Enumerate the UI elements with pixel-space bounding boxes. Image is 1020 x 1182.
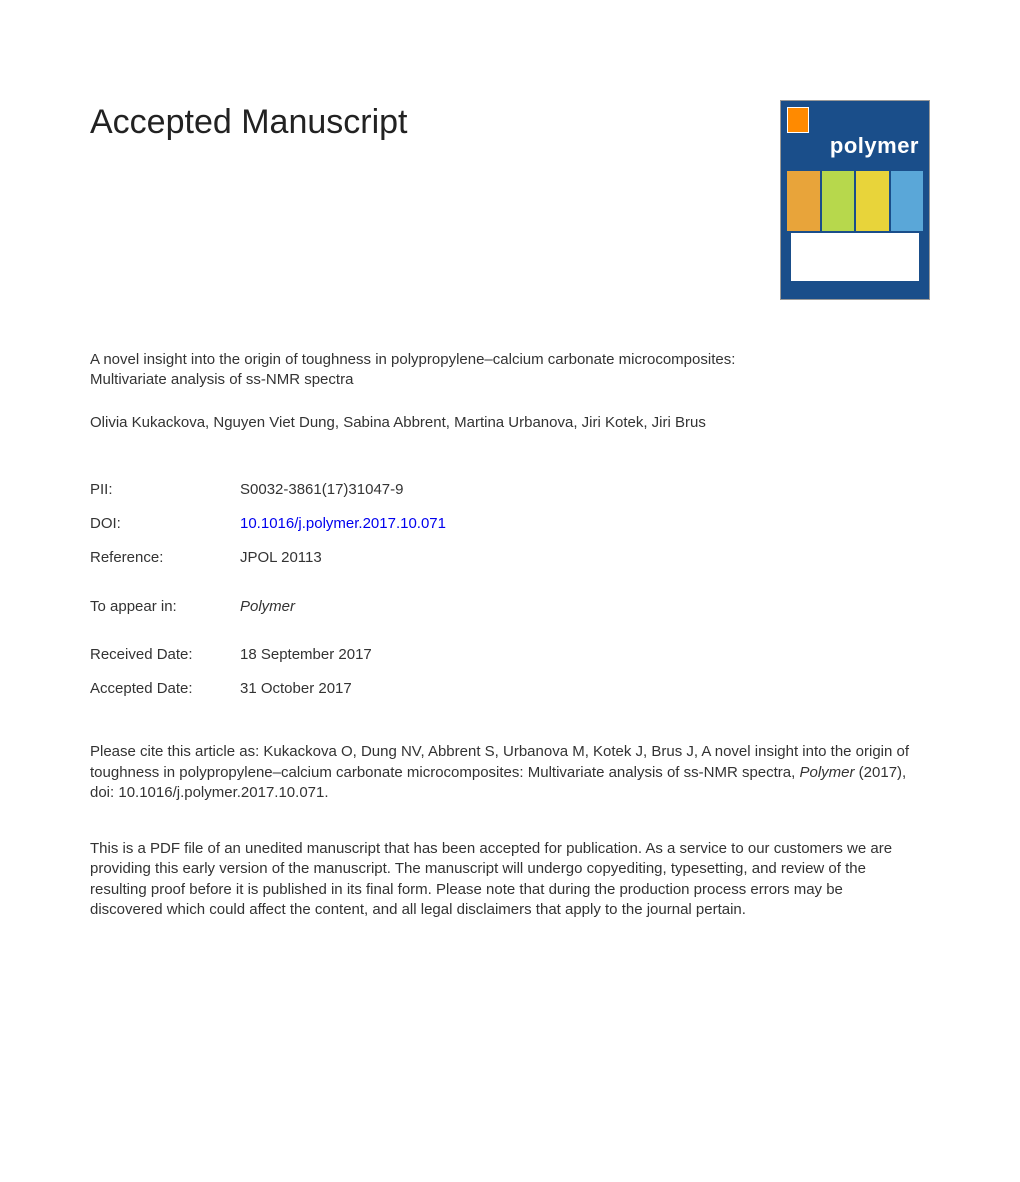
table-row: Accepted Date: 31 October 2017 bbox=[90, 672, 446, 706]
metadata-table: PII: S0032-3861(17)31047-9 DOI: 10.1016/… bbox=[90, 473, 446, 707]
to-appear-value: Polymer bbox=[240, 590, 446, 624]
doi-link[interactable]: 10.1016/j.polymer.2017.10.071 bbox=[240, 515, 446, 532]
to-appear-label: To appear in: bbox=[90, 590, 240, 624]
journal-cover-thumbnail: polymer bbox=[780, 100, 930, 300]
accepted-date-value: 31 October 2017 bbox=[240, 672, 446, 706]
citation-prefix: Please cite this article as: Kukackova O… bbox=[90, 743, 909, 780]
journal-cover-art bbox=[787, 171, 923, 231]
header-row: Accepted Manuscript polymer bbox=[90, 100, 930, 300]
reference-label: Reference: bbox=[90, 541, 240, 575]
publisher-logo-icon bbox=[787, 107, 809, 133]
reference-value: JPOL 20113 bbox=[240, 541, 446, 575]
table-row: To appear in: Polymer bbox=[90, 590, 446, 624]
received-date-value: 18 September 2017 bbox=[240, 638, 446, 672]
article-title: A novel insight into the origin of tough… bbox=[90, 350, 770, 391]
citation-journal: Polymer bbox=[799, 764, 854, 781]
table-row: PII: S0032-3861(17)31047-9 bbox=[90, 473, 446, 507]
page-heading: Accepted Manuscript bbox=[90, 100, 408, 146]
journal-cover-title: polymer bbox=[830, 131, 919, 161]
table-row: Reference: JPOL 20113 bbox=[90, 541, 446, 575]
pii-value: S0032-3861(17)31047-9 bbox=[240, 473, 446, 507]
authors-list: Olivia Kukackova, Nguyen Viet Dung, Sabi… bbox=[90, 413, 770, 433]
disclaimer-text: This is a PDF file of an unedited manusc… bbox=[90, 839, 910, 920]
pii-label: PII: bbox=[90, 473, 240, 507]
journal-cover-panel bbox=[791, 233, 919, 281]
accepted-date-label: Accepted Date: bbox=[90, 672, 240, 706]
citation-text: Please cite this article as: Kukackova O… bbox=[90, 742, 910, 803]
table-row: Received Date: 18 September 2017 bbox=[90, 638, 446, 672]
doi-label: DOI: bbox=[90, 507, 240, 541]
table-row: DOI: 10.1016/j.polymer.2017.10.071 bbox=[90, 507, 446, 541]
received-date-label: Received Date: bbox=[90, 638, 240, 672]
